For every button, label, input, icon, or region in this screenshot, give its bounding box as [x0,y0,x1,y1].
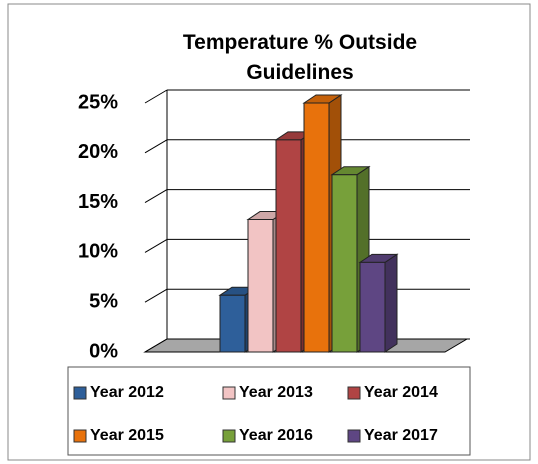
legend-label: Year 2013 [239,384,313,401]
legend-swatch [347,386,361,400]
grid-side [144,338,168,353]
legend-swatch [347,429,361,443]
legend-swatch [222,386,236,400]
grid-side [144,89,168,104]
bar-face [331,174,358,353]
y-tick-label: 15% [78,191,118,213]
legend-label: Year 2016 [239,427,313,444]
legend-label: Year 2015 [90,427,164,444]
legend-label: Year 2012 [90,384,164,401]
legend-box [67,366,471,456]
bar-face [247,219,274,353]
legend-swatch [73,386,87,400]
y-tick-label: 10% [78,241,118,263]
legend-label: Year 2014 [364,384,438,401]
bar-face [359,261,386,353]
grid-side [144,288,168,303]
legend-swatch [73,429,87,443]
legend-swatch [222,429,236,443]
bar [358,253,399,353]
bar-face [384,253,398,353]
grid-side [144,139,168,154]
legend-label: Year 2017 [364,427,438,444]
bar-face [275,139,302,353]
y-tick-label: 0% [89,340,118,362]
y-tick-label: 20% [78,141,118,163]
grid-side [144,189,168,204]
y-tick-label: 25% [78,91,118,113]
grid-side [144,238,168,253]
bar-face [303,102,330,353]
chart-title: Temperature % Outside Guidelines [182,31,418,84]
bar-face [219,294,246,353]
y-tick-label: 5% [89,290,118,312]
